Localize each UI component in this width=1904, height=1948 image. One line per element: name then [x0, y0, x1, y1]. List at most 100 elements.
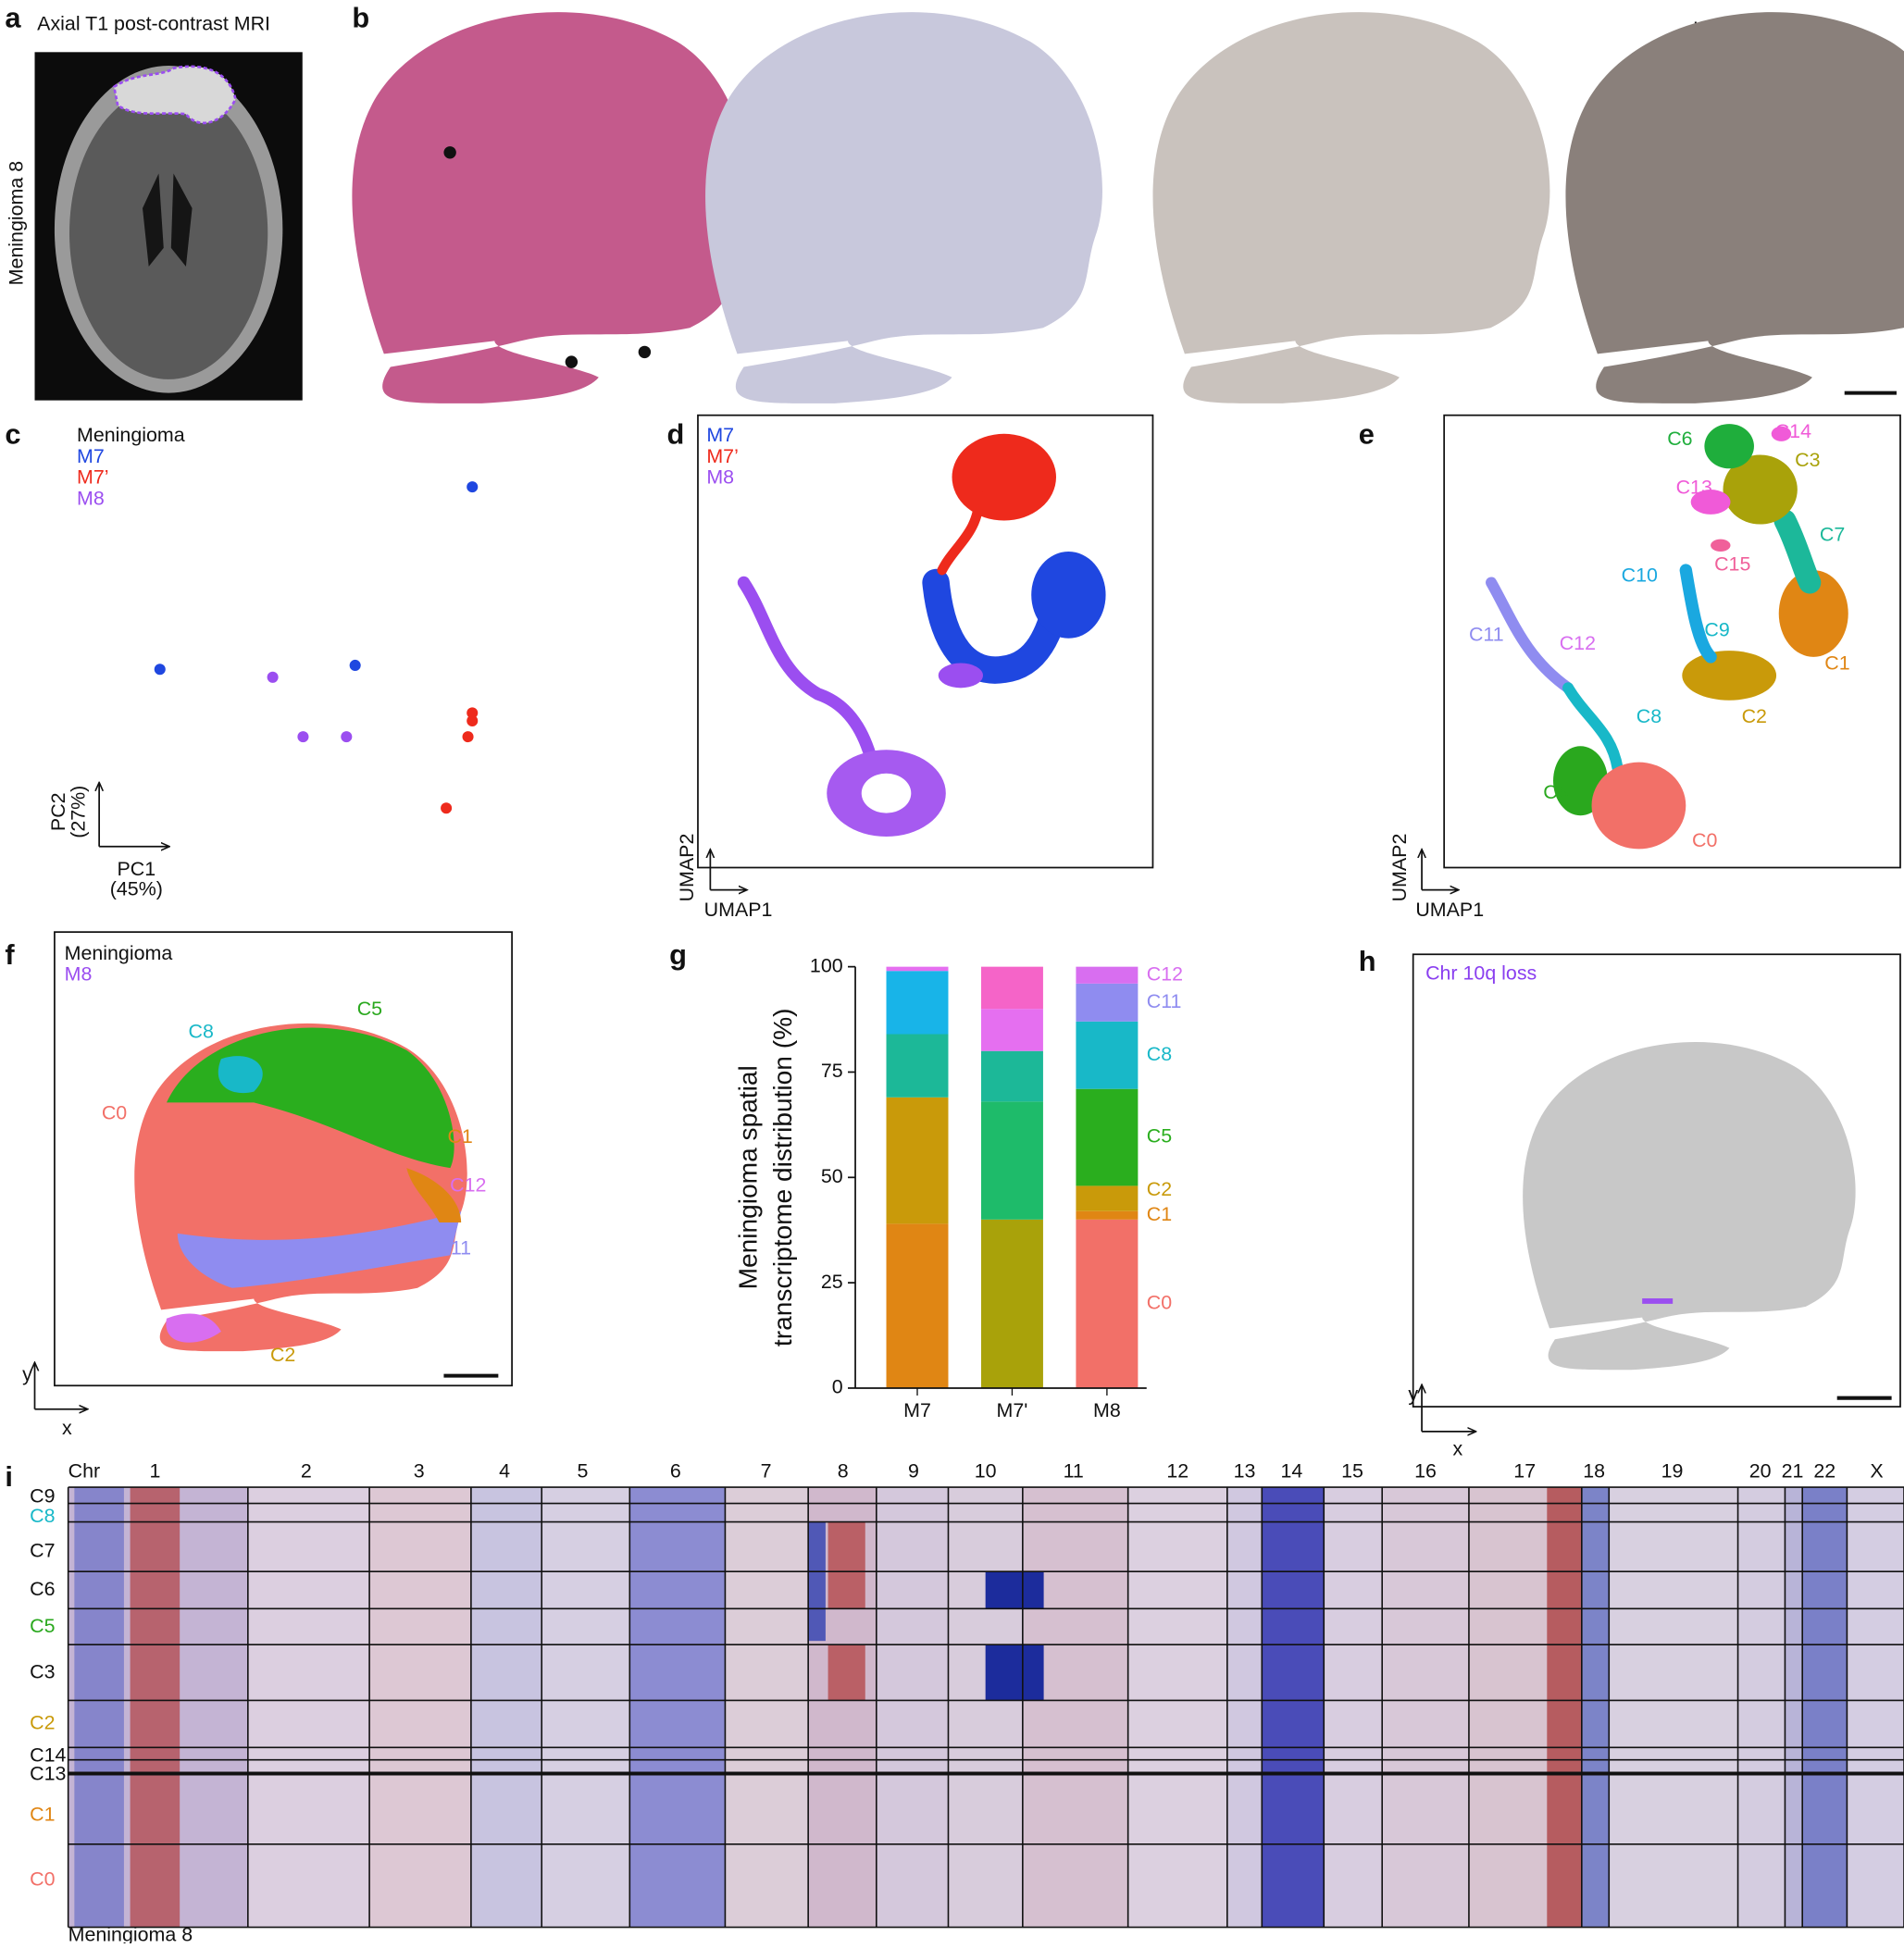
cluster-label: C9 — [1704, 618, 1729, 640]
cluster-label: C6 — [1667, 428, 1692, 450]
panel-letter: c — [5, 418, 20, 451]
umap-blob — [1723, 454, 1798, 525]
x-tick-label: M7' — [997, 1399, 1028, 1421]
chr-label: 21 — [1782, 1460, 1804, 1483]
legend-entry: M8 — [706, 466, 734, 489]
chr-label: 6 — [670, 1460, 681, 1483]
point — [154, 664, 166, 676]
bar-segment — [1076, 1021, 1139, 1089]
axis-label: UMAP1 — [1415, 899, 1484, 921]
point — [297, 731, 309, 743]
chr-label: 17 — [1513, 1460, 1536, 1483]
tissue-spots — [1523, 1041, 1856, 1371]
bar-segment — [980, 966, 1043, 1010]
cluster-label: C11 — [1469, 624, 1504, 646]
segment-label: C11 — [1147, 990, 1182, 1012]
heat-column — [1382, 1487, 1469, 1928]
bar-segment — [886, 966, 949, 972]
chr-label: 7 — [761, 1460, 772, 1483]
axis-label: UMAP1 — [704, 899, 773, 921]
heat-column — [470, 1487, 542, 1928]
cluster-label: C5 — [1543, 781, 1568, 803]
point — [341, 731, 353, 743]
plot-frame — [1443, 414, 1901, 869]
heat-column — [1847, 1487, 1904, 1928]
axis-label: (45%) — [110, 877, 163, 900]
chr-label: 11 — [1064, 1460, 1084, 1483]
heat-block — [985, 1571, 1044, 1609]
cluster-label: C12 — [1560, 632, 1596, 654]
cluster-label: C15 — [1714, 552, 1750, 575]
umap-arm — [937, 490, 985, 576]
heat-band — [1547, 1487, 1582, 1928]
segment-label: C2 — [1147, 1178, 1172, 1200]
umap-blob — [1771, 426, 1792, 441]
plot-frame — [697, 414, 1154, 869]
cluster-label: C12 — [450, 1173, 486, 1196]
cluster-label: C13 — [1676, 476, 1712, 498]
row-label: C1 — [30, 1804, 55, 1826]
umap-arm — [1562, 682, 1624, 775]
legend-entry: M8 — [77, 487, 105, 509]
heat-block — [828, 1521, 865, 1572]
chr-label: 4 — [499, 1460, 510, 1483]
row-label: C13 — [30, 1762, 66, 1784]
tissue-image — [1565, 12, 1904, 403]
caption: Meningioma 8 — [68, 1924, 193, 1943]
heat-column — [369, 1487, 471, 1928]
axis-label: y — [22, 1363, 32, 1385]
chr-label: 12 — [1166, 1460, 1188, 1483]
cluster-label: C10 — [1622, 564, 1658, 586]
segment-label: C0 — [1147, 1292, 1172, 1314]
heat-column — [1226, 1487, 1263, 1928]
umap-blob — [952, 433, 1056, 521]
heat-column — [1609, 1487, 1738, 1928]
cluster-label: C8 — [189, 1020, 214, 1042]
cluster-label: C0 — [102, 1102, 127, 1124]
cluster-label: C0 — [1692, 829, 1717, 851]
umap-blob — [1591, 762, 1686, 850]
tissue-image — [1152, 12, 1550, 403]
mri-ventricles — [143, 173, 193, 267]
row-label: C9 — [30, 1484, 55, 1507]
heat-column — [1127, 1487, 1227, 1928]
biopsy-dot — [638, 345, 652, 359]
cluster-label: C7 — [1820, 523, 1845, 545]
chr-label: 20 — [1749, 1460, 1772, 1483]
bar-segment — [1076, 1219, 1139, 1388]
mri-brain — [68, 86, 268, 379]
point — [349, 659, 361, 671]
bar-segment — [980, 1009, 1043, 1051]
point — [267, 671, 279, 683]
axis-label: transcriptome distribution (%) — [768, 1009, 797, 1347]
biopsy-dot — [443, 146, 456, 159]
umap-blob — [1778, 570, 1848, 657]
axis-label: y — [1408, 1383, 1418, 1406]
legend-title: Meningioma — [65, 942, 173, 964]
spatial-map — [134, 1023, 467, 1352]
bar-segment — [1076, 966, 1139, 984]
legend-entry: M7 — [77, 445, 105, 467]
umap-arm — [1773, 509, 1822, 594]
segment-label: C5 — [1147, 1125, 1172, 1148]
row-label: C2 — [30, 1712, 55, 1734]
cluster-label: C14 — [1775, 420, 1811, 442]
bar-segment — [886, 971, 949, 1035]
bar-segment — [1076, 1185, 1139, 1211]
heat-column — [725, 1487, 809, 1928]
segment-label: C12 — [1147, 962, 1183, 985]
heat-column — [1581, 1487, 1610, 1928]
legend-entry: M8 — [65, 963, 93, 986]
panel-letter: d — [666, 418, 684, 451]
side-label: Meningioma 8 — [5, 161, 27, 285]
axis-label: (27%) — [67, 786, 89, 838]
cluster-label: C2 — [1742, 705, 1767, 727]
cluster-label: C11 — [436, 1237, 471, 1259]
umap-arm — [1679, 564, 1717, 664]
axis-label: UMAP2 — [1388, 834, 1411, 902]
umap-cloud — [1486, 424, 1848, 850]
row-label: C0 — [30, 1867, 55, 1890]
legend-title: Meningioma — [77, 424, 185, 446]
